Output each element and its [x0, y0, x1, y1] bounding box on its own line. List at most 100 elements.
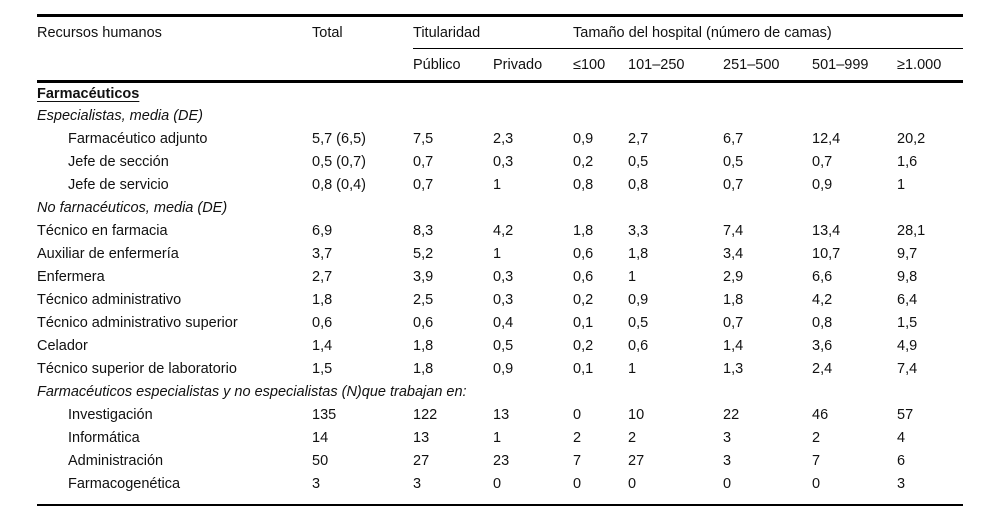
row-value: 13 — [413, 430, 430, 446]
row-label: Farmacéutico adjunto — [68, 131, 208, 147]
table-row: Auxiliar de enfermería 3,7 5,2 1 0,6 1,8 3,4 10… — [37, 243, 963, 266]
row-value — [723, 82, 812, 105]
table-row: Administración 50 27 23 7 27 3 7 6 — [37, 450, 963, 473]
row-value — [628, 197, 723, 220]
table-row: Investigación 135 122 13 0 10 22 46 57 — [37, 404, 963, 427]
row-value: 57 — [897, 407, 914, 423]
row-value: 1,3 — [723, 361, 744, 377]
row-value: 0,5 (0,7) — [312, 154, 366, 170]
row-value: 0 — [573, 476, 582, 492]
subheader-ge1000: ≥1.000 — [897, 48, 964, 83]
row-value — [413, 197, 493, 220]
table-body: Farmacéuticos Especialistas, media (DE) Fa… — [37, 82, 963, 505]
row-value: 3 — [723, 453, 732, 469]
row-value: 1,8 — [413, 338, 434, 354]
row-value — [312, 197, 413, 220]
header-total: Total — [312, 24, 343, 41]
row-value: 0,4 — [493, 315, 514, 331]
row-value: 3,9 — [413, 269, 434, 285]
row-value: 3 — [897, 476, 906, 492]
row-value — [573, 105, 628, 128]
row-value: 0,8 — [812, 315, 833, 331]
row-value: 0 — [723, 476, 732, 492]
row-value: 0,6 — [628, 338, 649, 354]
row-value: 27 — [413, 453, 430, 469]
row-value: 1,4 — [312, 338, 333, 354]
subheader-le100: ≤100 — [573, 48, 629, 83]
row-value: 7,5 — [413, 131, 434, 147]
subheader-empty — [37, 48, 312, 83]
table-row: Jefe de sección 0,5 (0,7) 0,7 0,3 0,2 0,5 0,5 0… — [37, 151, 963, 174]
row-value: 0,7 — [812, 154, 833, 170]
row-value: 27 — [628, 453, 645, 469]
row-value — [897, 381, 963, 404]
row-value — [413, 105, 493, 128]
row-value: 1,8 — [723, 292, 744, 308]
row-value: 6,6 — [812, 269, 833, 285]
human-resources-table: Recursos humanos Total Titularidad Tamañ… — [37, 14, 964, 506]
row-value: 4,2 — [493, 223, 514, 239]
row-value — [897, 197, 963, 220]
row-value: 0,8 — [628, 177, 649, 193]
row-value: 1 — [628, 269, 637, 285]
subheader-privado: Privado — [493, 48, 574, 83]
row-value: 2,7 — [628, 131, 649, 147]
table-row: Farmacéuticos — [37, 82, 963, 105]
row-value — [723, 381, 812, 404]
table-row: Técnico en farmacia 6,9 8,3 4,2 1,8 3,3 7,4 13,… — [37, 220, 963, 243]
table-bottom-spacer — [37, 496, 963, 505]
row-value — [493, 381, 573, 404]
row-value: 2,3 — [493, 131, 514, 147]
row-value: 50 — [312, 453, 329, 469]
row-value: 0,5 — [493, 338, 514, 354]
row-value — [413, 82, 493, 105]
row-value: 0,5 — [723, 154, 744, 170]
row-value — [897, 82, 963, 105]
row-value: 1 — [897, 177, 906, 193]
row-value: 3 — [312, 476, 321, 492]
row-value: 2,9 — [723, 269, 744, 285]
row-value: 4 — [897, 430, 906, 446]
row-label: Jefe de sección — [68, 154, 169, 170]
row-value: 1,8 — [413, 361, 434, 377]
row-value: 0 — [812, 476, 821, 492]
header-group-row: Recursos humanos Total Titularidad Tamañ… — [37, 15, 964, 49]
row-value: 0,7 — [723, 315, 744, 331]
row-value: 3 — [413, 476, 422, 492]
row-value: 6 — [897, 453, 906, 469]
row-value: 0,2 — [573, 292, 594, 308]
subheader-251-500: 251–500 — [723, 48, 813, 83]
table-row: Informática 14 13 1 2 2 3 2 4 — [37, 427, 963, 450]
row-value: 2,4 — [812, 361, 833, 377]
row-value: 2,7 — [312, 269, 333, 285]
row-label: Farmacéuticos — [37, 85, 140, 102]
header-resources: Recursos humanos — [37, 24, 162, 41]
row-value: 1,5 — [897, 315, 918, 331]
row-value: 0,1 — [573, 361, 594, 377]
row-value — [493, 82, 573, 105]
table-row: Jefe de servicio 0,8 (0,4) 0,7 1 0,8 0,8 0,7 0,… — [37, 174, 963, 197]
row-value: 0,7 — [413, 154, 434, 170]
subheader-publico: Público — [413, 48, 493, 83]
row-value: 20,2 — [897, 131, 926, 147]
row-value — [812, 197, 897, 220]
row-value — [493, 105, 573, 128]
row-value: 135 — [312, 407, 337, 423]
row-value: 0,2 — [573, 338, 594, 354]
row-value: 0,8 (0,4) — [312, 177, 366, 193]
row-value — [628, 105, 723, 128]
row-value: 0,6 — [312, 315, 333, 331]
row-value: 0,9 — [573, 131, 594, 147]
subheader-501-999: 501–999 — [812, 48, 898, 83]
row-label: Especialistas, media (DE) — [37, 108, 203, 124]
row-value: 6,7 — [723, 131, 744, 147]
row-label: Administración — [68, 453, 164, 469]
row-value: 1,8 — [573, 223, 594, 239]
subheader-empty — [312, 48, 413, 83]
row-value: 9,8 — [897, 269, 918, 285]
header-group-titularidad: Titularidad — [413, 15, 574, 49]
row-label: Técnico administrativo superior — [37, 315, 238, 331]
row-value: 1,8 — [312, 292, 333, 308]
row-value — [573, 82, 628, 105]
